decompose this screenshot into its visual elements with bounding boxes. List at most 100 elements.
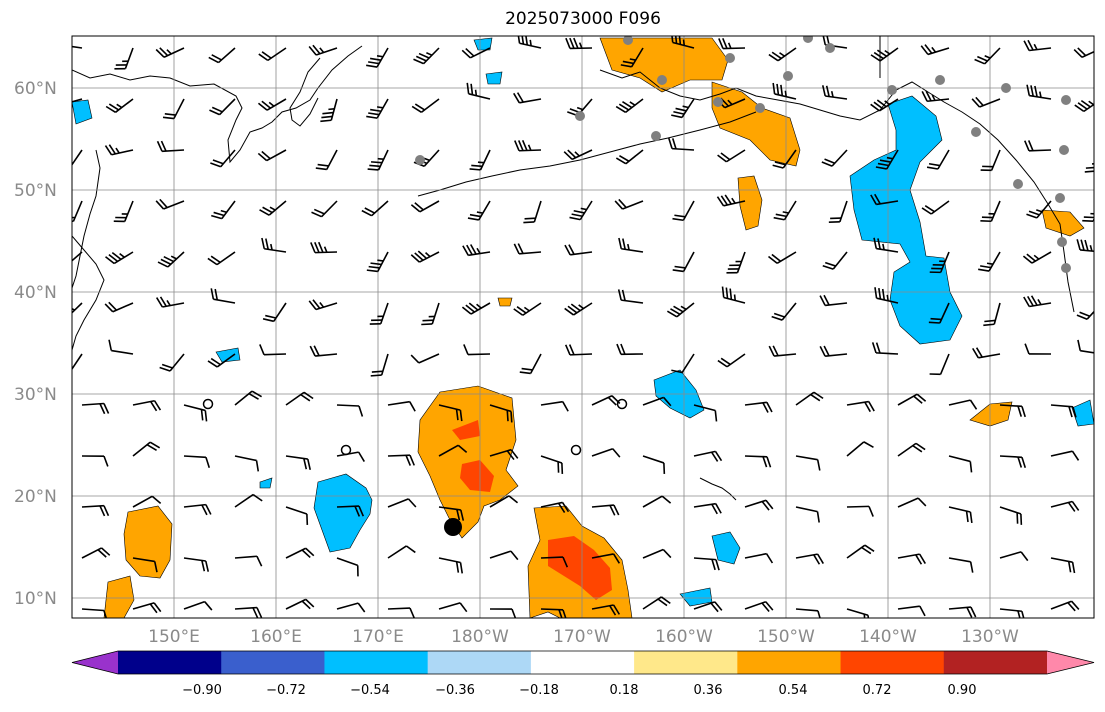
wind-barb	[822, 251, 848, 270]
wind-barb	[308, 44, 338, 56]
wind-barb	[721, 286, 746, 304]
wind-barb	[410, 353, 440, 364]
wind-barb	[104, 301, 134, 313]
positive-anomaly-region	[599, 37, 729, 93]
wind-barb	[642, 495, 672, 508]
wind-barb	[921, 200, 950, 215]
positive-anomaly-region	[417, 385, 519, 539]
wind-barb	[413, 47, 440, 65]
positive-anomaly-region	[103, 575, 135, 618]
wind-barb	[72, 200, 83, 223]
wind-barb	[387, 400, 416, 412]
wind-barb	[540, 556, 569, 568]
colorbar-tick-label: −0.90	[182, 683, 222, 698]
positive-anomaly-region	[969, 401, 1013, 427]
colorbar-segment	[530, 651, 635, 674]
wind-barb	[615, 149, 644, 165]
wind-barb	[846, 608, 870, 618]
wind-barb	[210, 288, 236, 304]
wind-barb	[897, 393, 927, 406]
wind-barb	[262, 302, 287, 323]
wind-barb	[564, 344, 593, 356]
wind-barb	[438, 506, 465, 521]
lon-label: 160°E	[250, 627, 302, 647]
map-title: 2025073000 F096	[505, 9, 661, 29]
wind-barb	[1077, 339, 1094, 354]
wind-barb	[929, 251, 950, 274]
wind-barb	[387, 545, 416, 559]
colorbar-tick-label: −0.54	[350, 683, 390, 698]
wind-barb	[81, 504, 110, 517]
wind-barb	[463, 344, 491, 356]
wind-barb	[642, 596, 671, 610]
wind-barb	[132, 557, 158, 573]
wind-barb	[846, 441, 874, 457]
wind-barb	[155, 296, 185, 308]
station-dot	[651, 131, 661, 141]
wind-barb	[948, 455, 973, 473]
wind-barb	[210, 149, 236, 168]
wind-barb	[897, 442, 926, 457]
wind-barb	[846, 505, 874, 517]
station-markers	[415, 36, 1071, 273]
wind-barb	[772, 149, 797, 169]
wind-barb	[132, 399, 162, 412]
lat-label: 60°N	[14, 79, 57, 99]
negative-anomaly-region	[313, 473, 373, 553]
colorbar-segment	[118, 651, 222, 674]
wind-barb	[897, 497, 927, 508]
negative-anomaly-region	[215, 347, 241, 363]
wind-barb	[1022, 251, 1052, 264]
negative-anomaly-region	[72, 99, 93, 125]
latitude-labels: 60°N 50°N 40°N 30°N 20°N 10°N	[14, 79, 57, 609]
colorbar-segment	[427, 651, 532, 674]
wind-barb	[795, 391, 824, 406]
wind-barb	[642, 455, 666, 474]
colorbar-segment	[221, 651, 325, 674]
wind-barb	[980, 149, 1001, 172]
strong-positive-core	[452, 420, 480, 440]
wind-barb	[540, 608, 567, 618]
wind-barb	[1076, 310, 1094, 320]
calm-wind-circle	[202, 398, 214, 410]
wind-barb	[469, 149, 491, 171]
lon-label: 170°W	[553, 627, 611, 647]
wind-barb	[1050, 557, 1076, 574]
station-dot	[575, 111, 585, 121]
wind-barb	[387, 607, 416, 618]
wind-barb	[929, 353, 950, 376]
colorbar-extend-high	[1047, 651, 1094, 674]
wind-barb	[671, 353, 695, 374]
wind-barb	[285, 455, 311, 470]
wind-barb	[563, 149, 593, 161]
wind-barb	[726, 251, 746, 274]
colorbar-tick-labels: −0.90 −0.72 −0.54 −0.36 −0.18 0.18 0.36 …	[182, 683, 976, 698]
negative-anomaly-region	[679, 587, 713, 607]
wind-barb	[72, 45, 83, 49]
wind-barb	[540, 501, 570, 513]
wind-barb	[105, 98, 134, 113]
station-dot	[1061, 95, 1071, 105]
wind-barb	[234, 455, 260, 472]
wind-barb	[642, 548, 672, 559]
wind-barb	[259, 344, 287, 356]
wind-barb	[897, 605, 926, 617]
station-dot	[1061, 263, 1071, 273]
wind-barb	[513, 92, 542, 104]
wind-barbs	[72, 36, 1094, 618]
sakhalin-kurils-coastline	[72, 149, 101, 289]
wind-barb	[672, 251, 695, 273]
wind-barb	[795, 455, 821, 471]
wind-barb	[828, 200, 848, 223]
lon-label: 160°W	[655, 627, 713, 647]
wind-barb	[489, 495, 519, 508]
station-dot	[415, 155, 425, 165]
wind-barb	[489, 448, 519, 461]
wind-barb	[718, 38, 746, 50]
wind-barb	[821, 85, 848, 100]
wind-barb	[744, 499, 774, 511]
wind-barb	[104, 144, 134, 156]
calm-wind-circle	[570, 444, 582, 456]
wind-barb	[591, 604, 621, 616]
wind-barb	[672, 200, 695, 222]
